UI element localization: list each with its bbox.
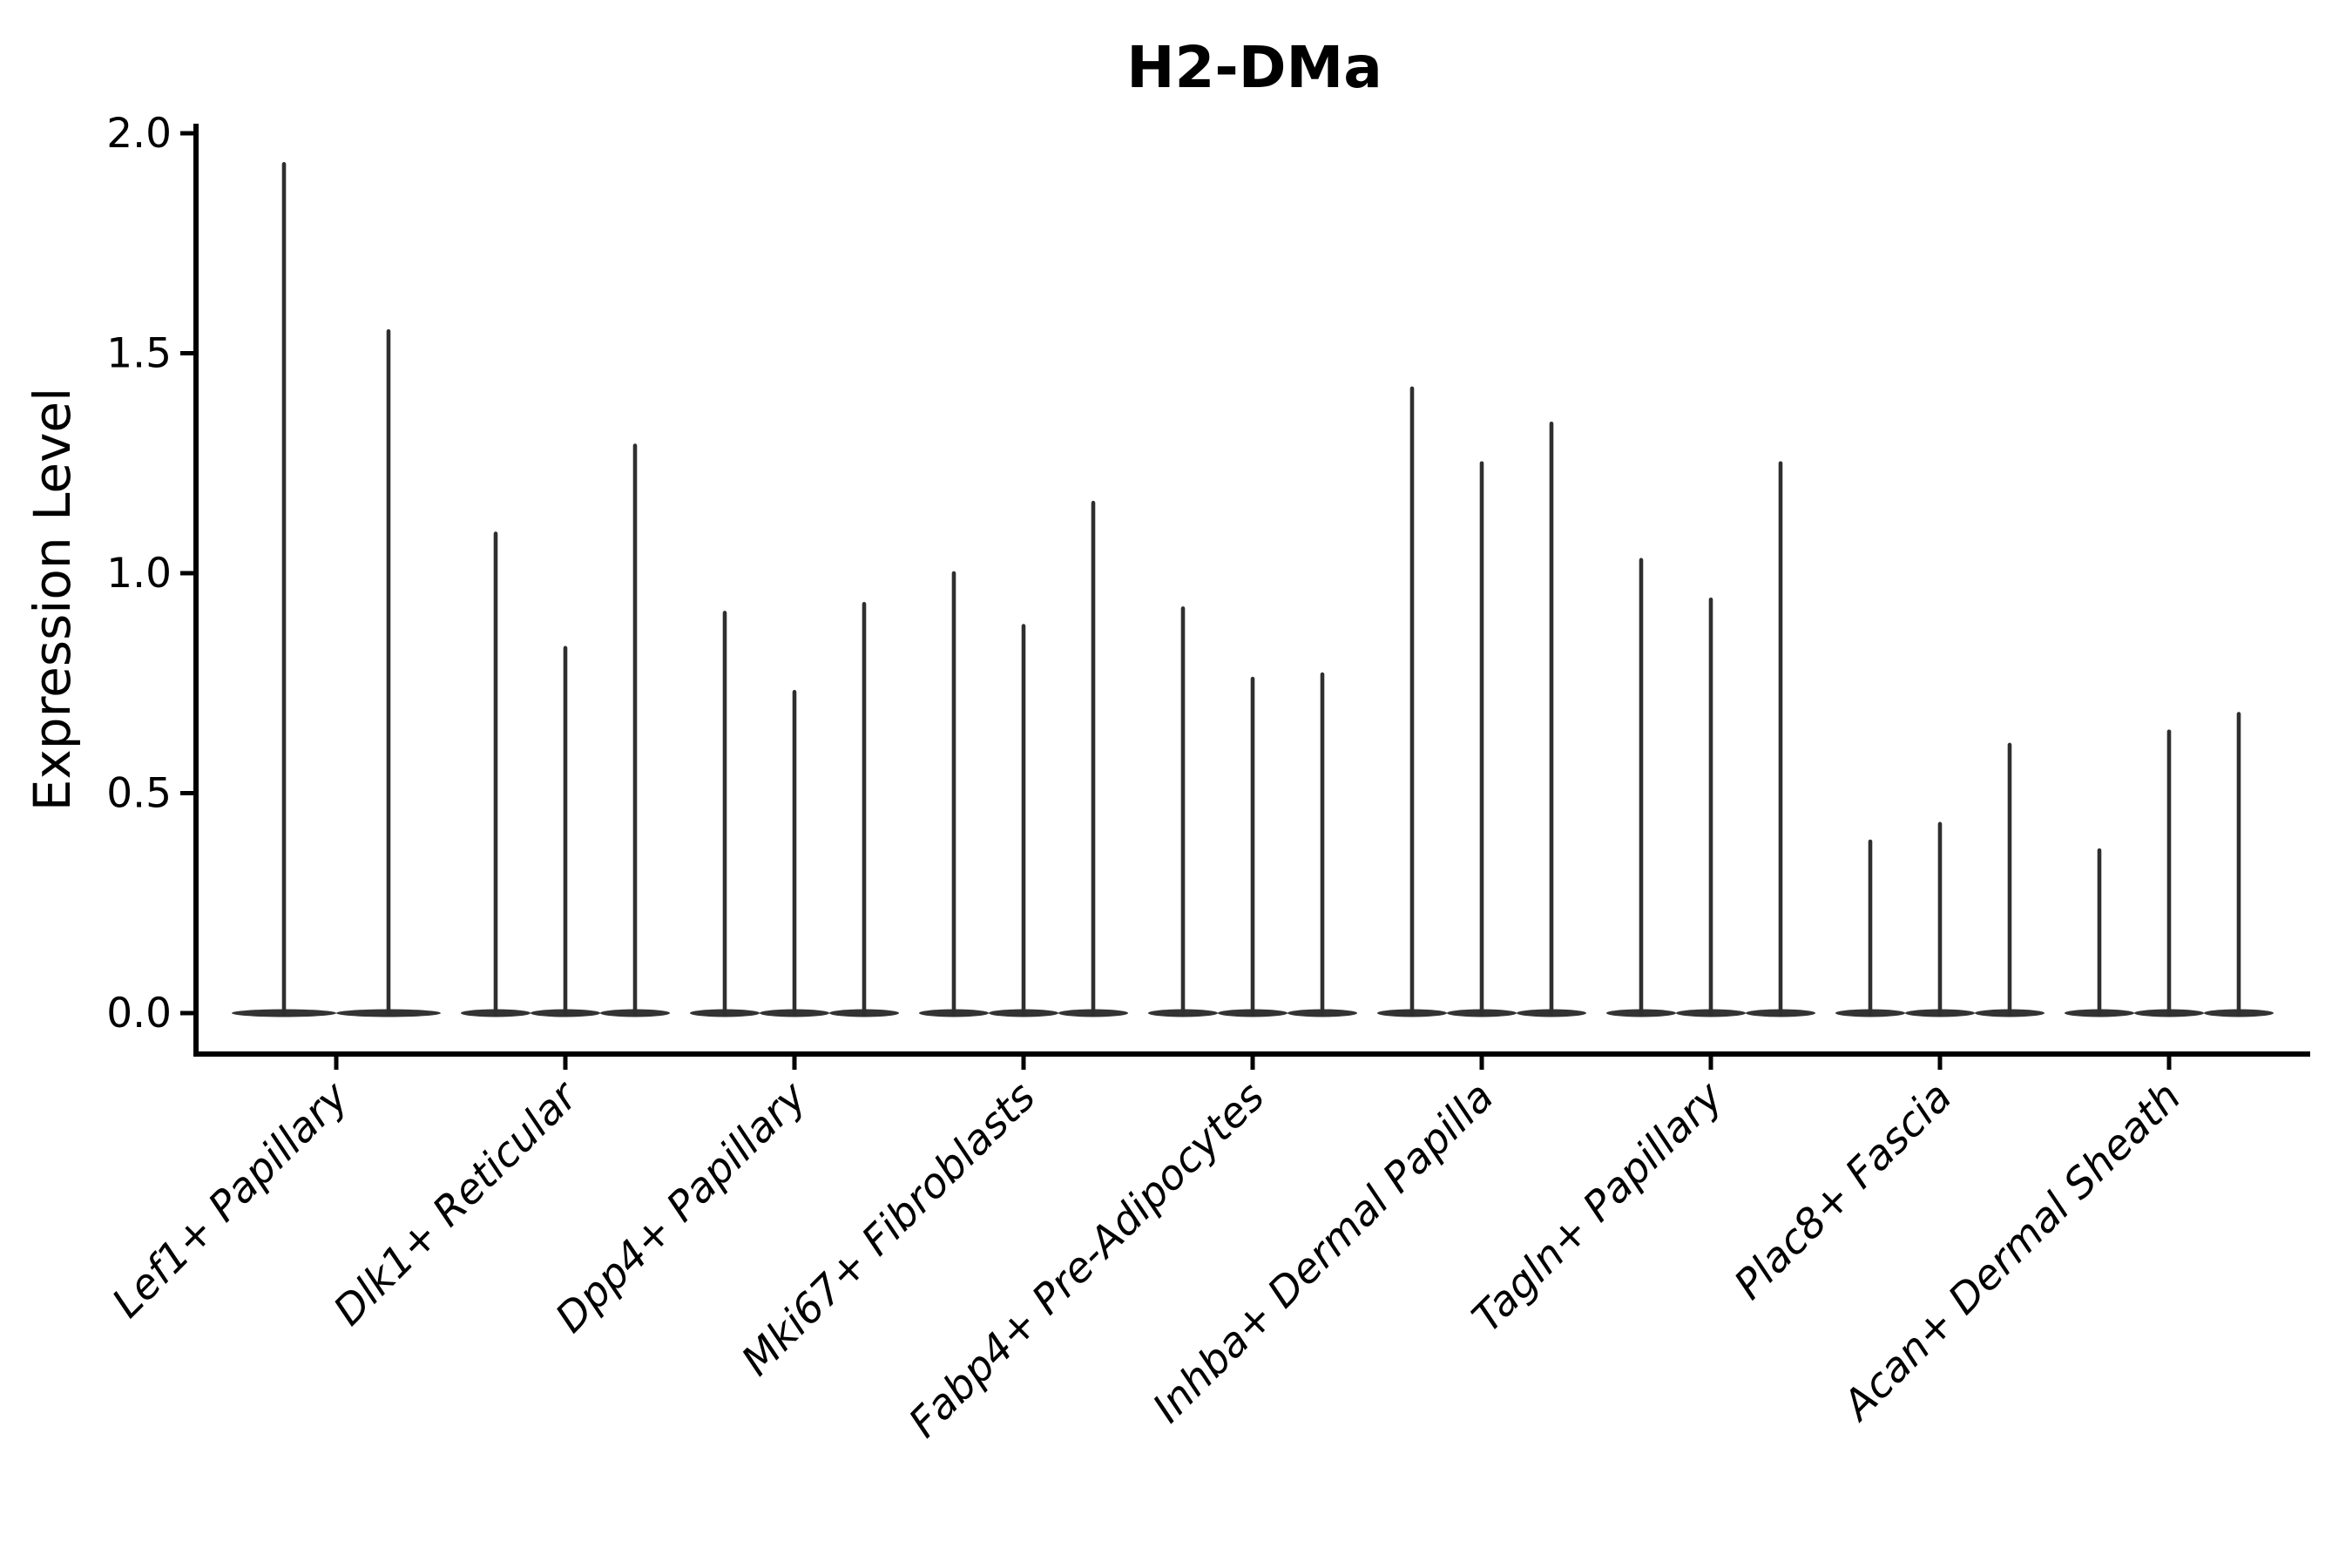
y-tick-label: 0.5 <box>106 770 172 818</box>
y-tick-label: 2.0 <box>106 110 172 158</box>
y-tick-label: 1.0 <box>106 550 172 598</box>
x-tick-label: Tagln+ Papillary <box>1463 1072 1734 1342</box>
x-tick-label: Lef1+ Papillary <box>103 1072 358 1328</box>
x-tick-label: Dlk1+ Reticular <box>325 1071 589 1335</box>
x-tick-label: Dpp4+ Papillary <box>546 1072 816 1342</box>
y-axis-label: Expression Level <box>23 388 82 811</box>
x-tick-label: Plac8+ Fascia <box>1725 1073 1961 1309</box>
y-tick-label: 1.5 <box>106 330 172 378</box>
y-tick-label: 0.0 <box>106 990 172 1037</box>
chart-title: H2-DMa <box>1126 34 1382 101</box>
